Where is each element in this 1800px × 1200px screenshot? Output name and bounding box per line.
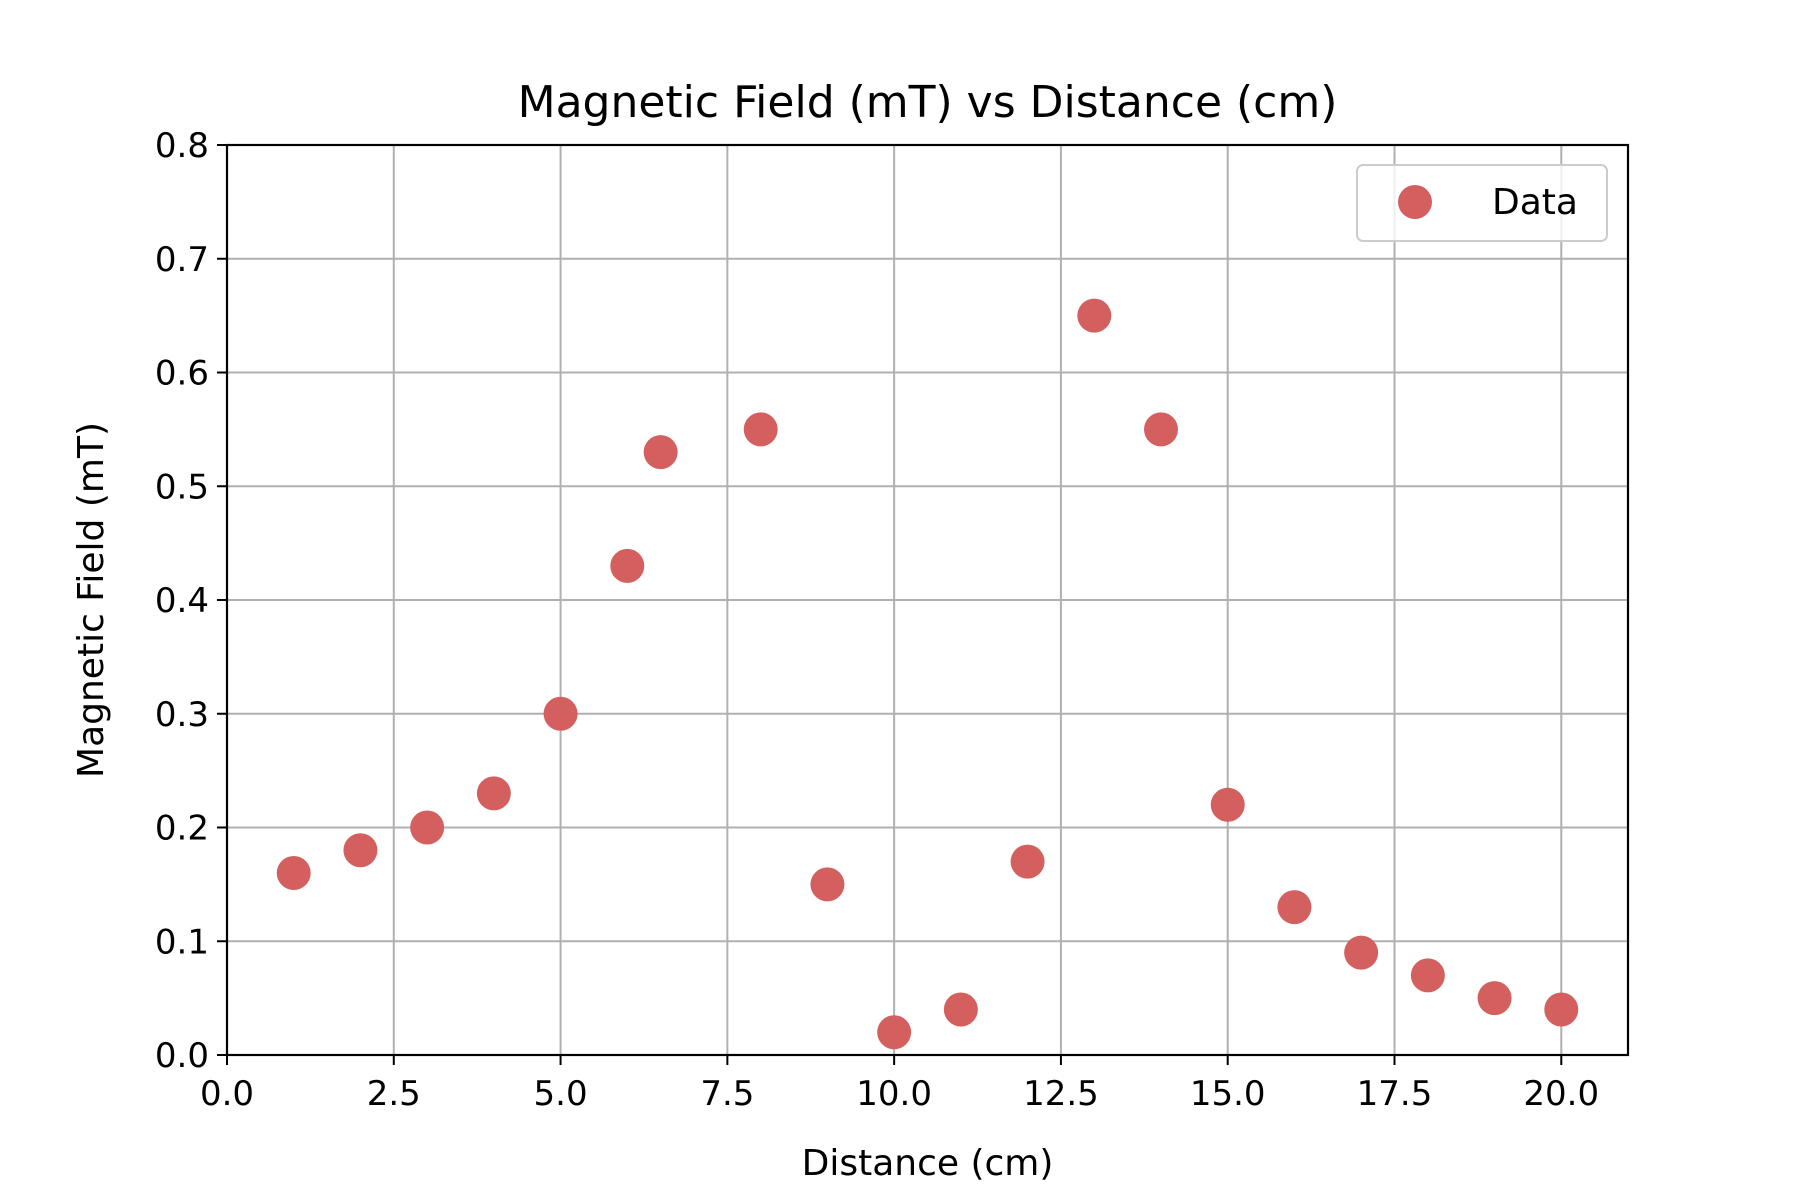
legend: Data <box>1356 164 1608 242</box>
y-tick-label: 0.3 <box>155 695 209 735</box>
data-points <box>276 298 1579 1050</box>
y-axis-label: Magnetic Field (mT) <box>71 422 112 778</box>
data-point <box>1277 890 1312 925</box>
x-tick-label: 5.0 <box>534 1074 588 1114</box>
x-tick-label: 7.5 <box>700 1074 754 1114</box>
data-point <box>1144 412 1178 447</box>
data-point <box>943 992 978 1027</box>
x-tick-label: 2.5 <box>367 1074 421 1114</box>
data-point <box>1010 844 1045 879</box>
y-tick-label: 0.1 <box>155 922 209 962</box>
x-tick-label: 15.0 <box>1190 1074 1266 1114</box>
y-tick-label: 0.6 <box>155 354 209 394</box>
grid <box>226 144 1628 1056</box>
y-tick-label: 0.0 <box>155 1036 209 1076</box>
x-tick-label: 20.0 <box>1523 1074 1599 1114</box>
x-tick-label: 10.0 <box>856 1074 932 1114</box>
y-tick-label: 0.5 <box>155 467 209 507</box>
y-tick-label: 0.7 <box>155 240 209 280</box>
legend-marker <box>1398 185 1432 219</box>
data-point <box>643 435 678 470</box>
y-tick-label: 0.2 <box>155 809 209 849</box>
x-axis-label: Distance (cm) <box>802 1143 1054 1184</box>
data-point <box>543 696 578 731</box>
x-axis-ticks: 0.0 2.5 5.0 7.5 10.0 12.5 15.0 17.5 20.0 <box>200 1055 1599 1114</box>
legend-label: Data <box>1492 182 1578 223</box>
data-point <box>810 867 845 902</box>
chart-title: Magnetic Field (mT) vs Distance (cm) <box>518 77 1338 128</box>
data-point <box>476 776 511 811</box>
x-tick-label: 0.0 <box>200 1074 254 1114</box>
data-point <box>877 1015 912 1050</box>
y-axis-ticks: 0.0 0.1 0.2 0.3 0.4 0.5 0.6 0.7 0.8 <box>155 126 227 1076</box>
data-point <box>1077 298 1112 333</box>
y-tick-label: 0.8 <box>155 126 209 166</box>
data-point <box>1544 992 1579 1027</box>
data-point <box>343 833 378 868</box>
y-tick-label: 0.4 <box>155 581 209 621</box>
data-point <box>410 810 445 845</box>
data-point <box>276 856 311 890</box>
data-point <box>1410 958 1445 993</box>
x-tick-label: 12.5 <box>1023 1074 1099 1114</box>
data-point <box>743 412 778 447</box>
data-point <box>610 548 645 583</box>
data-point <box>1477 981 1512 1016</box>
data-point <box>1210 787 1245 822</box>
data-point <box>1344 935 1379 970</box>
legend-box <box>1356 164 1608 242</box>
x-tick-label: 17.5 <box>1357 1074 1433 1114</box>
